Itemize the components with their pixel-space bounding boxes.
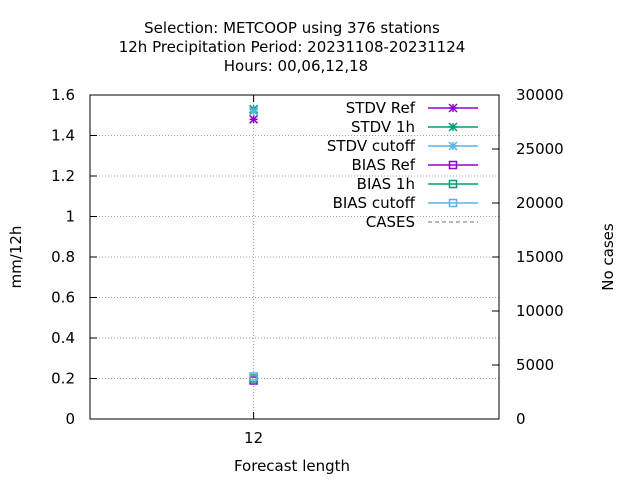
x-tick-label: 12 bbox=[244, 429, 263, 447]
legend-label: STDV 1h bbox=[351, 118, 415, 136]
legend-item: CASES bbox=[366, 213, 478, 231]
y-axis-ticks: 0 0.2 0.4 0.6 0.8 1 1.2 1.4 1.6 bbox=[51, 86, 97, 428]
title-line-2: 12h Precipitation Period: 20231108-20231… bbox=[119, 38, 466, 56]
y-tick-label: 1 bbox=[65, 208, 75, 226]
y2-axis-label: No cases bbox=[599, 223, 617, 291]
y-tick-label: 1.6 bbox=[51, 86, 75, 104]
legend-marker bbox=[448, 179, 458, 189]
x-axis-ticks: 12 bbox=[244, 95, 263, 447]
title-line-1: Selection: METCOOP using 376 stations bbox=[144, 19, 440, 37]
legend-marker bbox=[448, 198, 458, 208]
y2-axis-ticks: 0 5000 10000 15000 20000 25000 30000 bbox=[492, 86, 564, 428]
legend-item: BIAS cutoff bbox=[333, 194, 478, 212]
y-tick-label: 0.4 bbox=[51, 329, 75, 347]
y-tick-label: 0.8 bbox=[51, 248, 75, 266]
y2-tick-label: 20000 bbox=[516, 194, 564, 212]
legend-item: BIAS 1h bbox=[357, 175, 478, 193]
legend-marker bbox=[448, 103, 458, 113]
legend-label: STDV cutoff bbox=[327, 137, 416, 155]
legend-label: BIAS Ref bbox=[351, 156, 415, 174]
data-point-0-0 bbox=[249, 114, 259, 124]
y2-tick-label: 15000 bbox=[516, 248, 564, 266]
legend-item: STDV cutoff bbox=[327, 137, 478, 155]
legend-label: BIAS 1h bbox=[357, 175, 415, 193]
data-points bbox=[249, 104, 259, 385]
y-tick-label: 1.2 bbox=[51, 167, 75, 185]
chart-title: Selection: METCOOP using 376 stations 12… bbox=[119, 19, 466, 75]
legend-marker bbox=[448, 141, 458, 151]
y-tick-label: 0 bbox=[65, 410, 75, 428]
y-tick-label: 1.4 bbox=[51, 127, 75, 145]
y-axis-label: mm/12h bbox=[7, 226, 25, 289]
y2-tick-label: 25000 bbox=[516, 140, 564, 158]
y2-tick-label: 30000 bbox=[516, 86, 564, 104]
legend-label: BIAS cutoff bbox=[333, 194, 416, 212]
legend-label: CASES bbox=[366, 213, 415, 231]
y2-tick-label: 10000 bbox=[516, 302, 564, 320]
y2-tick-label: 5000 bbox=[516, 356, 554, 374]
legend-label: STDV Ref bbox=[346, 99, 416, 117]
legend-item: STDV Ref bbox=[346, 99, 478, 117]
y-tick-label: 0.6 bbox=[51, 289, 75, 307]
legend-marker bbox=[448, 160, 458, 170]
grid-lines bbox=[90, 95, 499, 419]
y2-tick-label: 0 bbox=[516, 410, 526, 428]
title-line-3: Hours: 00,06,12,18 bbox=[224, 57, 368, 75]
x-axis-label: Forecast length bbox=[234, 457, 350, 475]
legend-item: BIAS Ref bbox=[351, 156, 478, 174]
legend-item: STDV 1h bbox=[351, 118, 478, 136]
y-tick-label: 0.2 bbox=[51, 370, 75, 388]
data-point-5-0 bbox=[249, 372, 258, 381]
data-point-2-0 bbox=[249, 106, 259, 116]
legend-marker bbox=[448, 122, 458, 132]
